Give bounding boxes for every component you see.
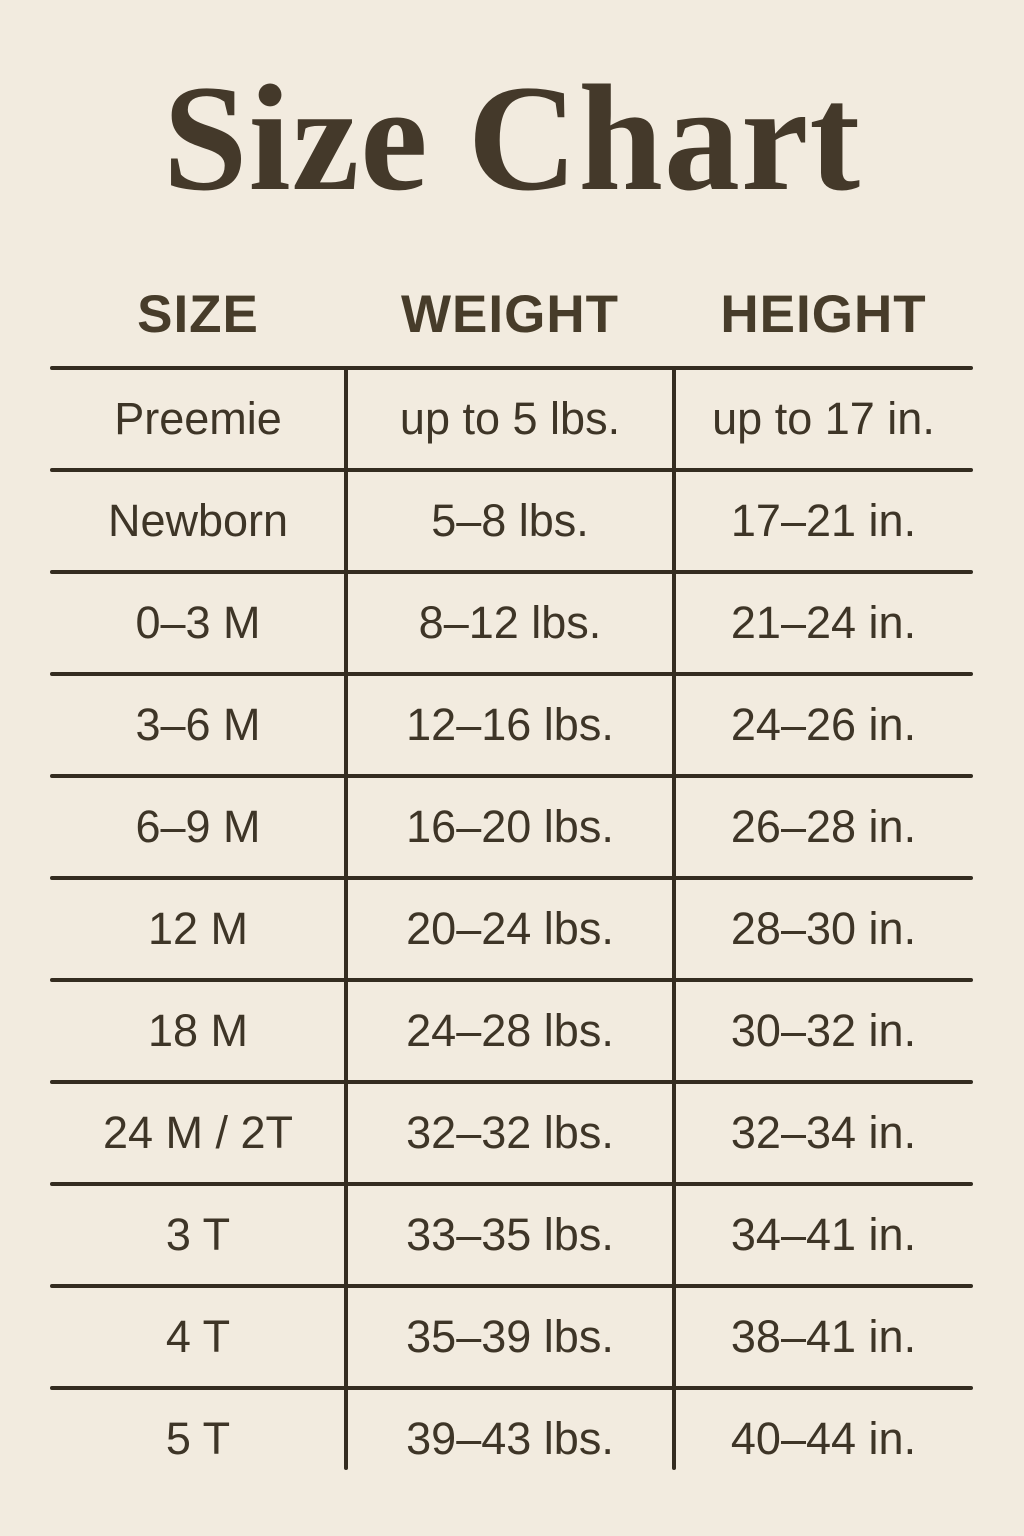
weight-cell: up to 5 lbs. — [399, 393, 621, 444]
size-cell: Preemie — [114, 393, 282, 444]
weight-cell: 39–43 lbs. — [406, 1413, 614, 1464]
weight-cell: 12–16 lbs. — [406, 699, 614, 750]
row-divider-line — [50, 774, 973, 778]
weight-cell: 32–32 lbs. — [406, 1107, 614, 1158]
height-cell: up to 17 in. — [712, 393, 935, 444]
row-divider-line — [50, 1182, 973, 1186]
row-divider-line — [50, 1284, 973, 1288]
table-row: 6–9 M 16–20 lbs. 26–28 in. — [50, 776, 973, 878]
page-title: Size Chart — [162, 54, 862, 222]
row-divider-line — [50, 1080, 973, 1084]
height-cell: 17–21 in. — [730, 495, 917, 546]
column-divider-line — [344, 366, 348, 1470]
row-divider-line — [50, 672, 973, 676]
height-cell: 40–44 in. — [730, 1413, 917, 1464]
column-divider-line — [672, 366, 676, 1470]
size-cell: 3 T — [165, 1209, 231, 1260]
table-row: 18 M 24–28 lbs. 30–32 in. — [50, 980, 973, 1082]
weight-cell: 24–28 lbs. — [406, 1005, 614, 1056]
weight-cell: 20–24 lbs. — [406, 903, 614, 954]
size-cell: 6–9 M — [135, 801, 261, 852]
height-cell: 34–41 in. — [730, 1209, 917, 1260]
size-cell: 12 M — [147, 903, 249, 954]
row-divider-line — [50, 876, 973, 880]
height-cell: 21–24 in. — [730, 597, 917, 648]
weight-cell: 8–12 lbs. — [418, 597, 602, 648]
table-row: 0–3 M 8–12 lbs. 21–24 in. — [50, 572, 973, 674]
row-divider-line — [50, 1386, 973, 1390]
size-cell: 5 T — [165, 1413, 231, 1464]
height-cell: 24–26 in. — [730, 699, 917, 750]
size-cell: 24 M / 2T — [102, 1107, 294, 1158]
weight-cell: 35–39 lbs. — [406, 1311, 614, 1362]
table-row: 24 M / 2T 32–32 lbs. 32–34 in. — [50, 1082, 973, 1184]
table-row: Preemie up to 5 lbs. up to 17 in. — [50, 368, 973, 470]
size-cell: Newborn — [107, 495, 289, 546]
row-divider-line — [50, 978, 973, 982]
size-cell: 4 T — [165, 1311, 231, 1362]
size-cell: 18 M — [147, 1005, 249, 1056]
weight-cell: 5–8 lbs. — [431, 495, 589, 546]
table-row: 3–6 M 12–16 lbs. 24–26 in. — [50, 674, 973, 776]
table-row: 5 T 39–43 lbs. 40–44 in. — [50, 1388, 973, 1490]
table-row: 4 T 35–39 lbs. 38–41 in. — [50, 1286, 973, 1388]
row-divider-line — [50, 468, 973, 472]
table-row: 3 T 33–35 lbs. 34–41 in. — [50, 1184, 973, 1286]
weight-cell: 33–35 lbs. — [406, 1209, 614, 1260]
height-cell: 32–34 in. — [730, 1107, 917, 1158]
height-cell: 28–30 in. — [730, 903, 917, 954]
header-divider-line — [50, 366, 973, 370]
column-header-size: SIZE — [137, 284, 259, 344]
row-divider-line — [50, 570, 973, 574]
size-cell: 3–6 M — [135, 699, 261, 750]
weight-cell: 16–20 lbs. — [406, 801, 614, 852]
size-table: SIZE WEIGHT HEIGHT Preemie up to 5 lbs. … — [50, 260, 973, 1490]
table-header-row: SIZE WEIGHT HEIGHT — [50, 260, 973, 368]
column-header-height: HEIGHT — [720, 284, 927, 344]
table-row: 12 M 20–24 lbs. 28–30 in. — [50, 878, 973, 980]
height-cell: 38–41 in. — [730, 1311, 917, 1362]
height-cell: 30–32 in. — [730, 1005, 917, 1056]
table-row: Newborn 5–8 lbs. 17–21 in. — [50, 470, 973, 572]
height-cell: 26–28 in. — [730, 801, 917, 852]
column-header-weight: WEIGHT — [401, 284, 619, 344]
size-cell: 0–3 M — [135, 597, 261, 648]
